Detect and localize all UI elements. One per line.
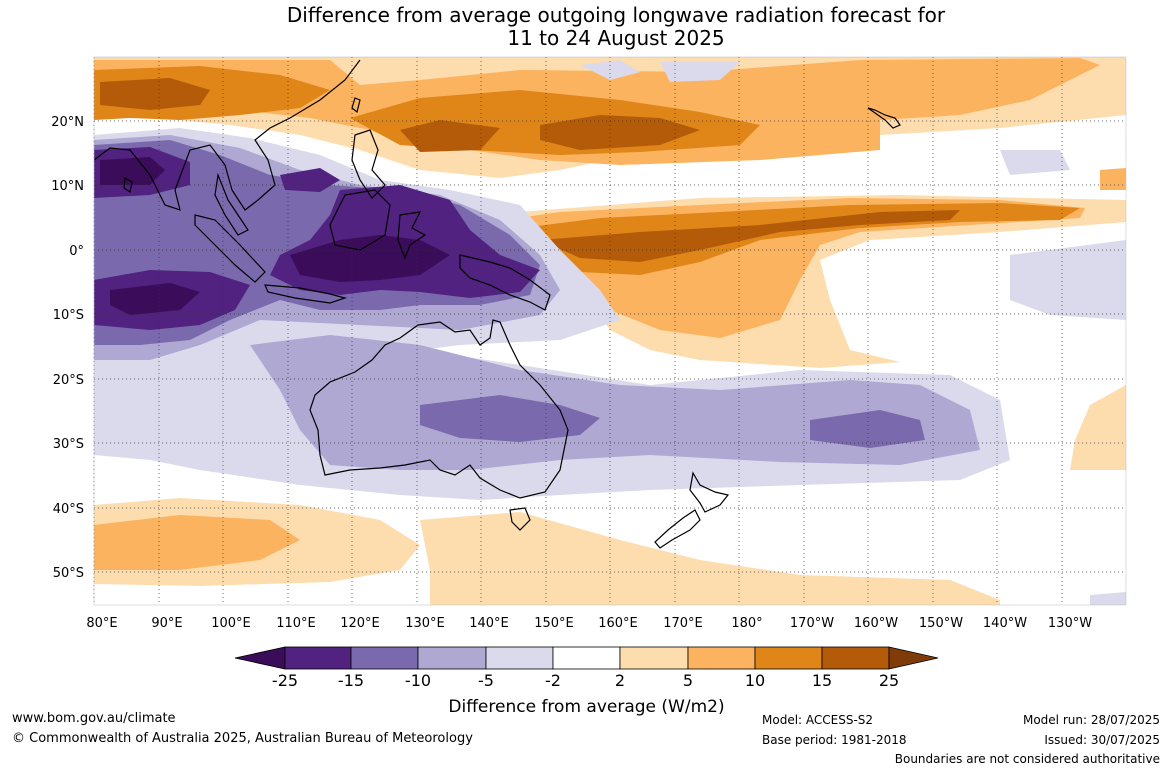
anomaly-region <box>94 515 300 570</box>
longitude-label: 160°E <box>598 616 638 631</box>
longitude-label: 130°E <box>405 616 445 631</box>
longitude-label: 150°E <box>534 616 574 631</box>
anomaly-region <box>1000 150 1070 175</box>
latitude-label: 30°S <box>53 437 84 452</box>
java-coastline <box>264 284 348 304</box>
taiwan-coastline <box>351 97 361 114</box>
colorbar-tick-label: 25 <box>878 671 900 690</box>
anomaly-region <box>660 62 740 82</box>
longitude-label: 170°E <box>663 616 703 631</box>
anomaly-region <box>400 120 500 152</box>
colorbar-extend-low <box>234 646 286 670</box>
sulawesi-coastline <box>397 211 427 260</box>
anomaly-region <box>250 335 980 470</box>
latitude-label: 20°S <box>53 373 84 388</box>
colorbar-tick-label: -15 <box>337 671 365 690</box>
longitude-label: 80°E <box>86 616 117 631</box>
australia-coastline <box>309 319 569 499</box>
colorbar-tick-label: 15 <box>811 671 833 690</box>
new-zealand-north-coastline <box>689 471 730 513</box>
colorbar-tick-label: -2 <box>545 671 561 690</box>
latitude-label: 0° <box>69 244 84 259</box>
latitude-label: 40°S <box>53 502 84 517</box>
colorbar-segment <box>284 646 352 670</box>
title-line-1: Difference from average outgoing longwav… <box>286 3 946 27</box>
anomaly-region <box>100 157 165 185</box>
colorbar-tick-label: 2 <box>614 671 626 690</box>
longitude-labels: 80°E 90°E 100°E 110°E 120°E 130°E 140°E 150°E 16… <box>86 616 1092 631</box>
new-zealand-south-coastline <box>654 509 701 549</box>
colorbar-extend-high <box>888 646 939 670</box>
issued-date: Issued: 30/07/2025 <box>1044 733 1160 747</box>
latitude-label: 10°N <box>51 179 84 194</box>
colorbar-tick-label: -5 <box>478 671 494 690</box>
malay-peninsula-coastline <box>214 172 249 236</box>
colorbar-title: Difference from average (W/m2) <box>448 697 725 717</box>
copyright-text: © Commonwealth of Australia 2025, Austra… <box>12 731 473 746</box>
chart-title: Difference from average outgoing longwav… <box>0 4 1173 50</box>
olr-anomaly-map: 20°N 10°N 0° 10°S 20°S 30°S 40°S 50°S 80°E 90°E 1… <box>51 56 1127 670</box>
longitude-label: 170°W <box>790 616 834 631</box>
colorbar-segment <box>619 646 689 670</box>
sumatra-coastline <box>194 214 266 283</box>
anomaly-region <box>290 235 450 282</box>
longitude-label: 100°E <box>211 616 251 631</box>
source-url: www.bom.gov.au/climate <box>12 711 176 726</box>
anomaly-region <box>1090 592 1126 605</box>
latitude-label: 10°S <box>53 308 84 323</box>
colorbar-segment <box>485 646 554 670</box>
colorbar-segment <box>687 646 756 670</box>
longitude-label: 90°E <box>151 616 182 631</box>
colorbar-tick-label: -10 <box>404 671 432 690</box>
colorbar-segment <box>417 646 487 670</box>
longitude-label: 180° <box>731 616 762 631</box>
colorbar <box>234 646 939 670</box>
colorbar-tick-label: -25 <box>271 671 299 690</box>
latitude-label: 50°S <box>53 566 84 581</box>
longitude-label: 130°W <box>1048 616 1092 631</box>
base-period: Base period: 1981-2018 <box>762 733 907 747</box>
title-line-2: 11 to 24 August 2025 <box>507 26 725 50</box>
graticule <box>93 57 1126 605</box>
latitude-labels: 20°N 10°N 0° 10°S 20°S 30°S 40°S 50°S <box>51 115 84 581</box>
anomaly-region <box>1010 240 1126 320</box>
latitude-label: 20°N <box>51 115 84 130</box>
new-guinea-coastline <box>459 254 551 311</box>
anomaly-region <box>540 115 700 150</box>
boundaries-disclaimer: Boundaries are not considered authoritat… <box>894 752 1160 766</box>
anomaly-region <box>420 395 600 442</box>
longitude-label: 110°E <box>276 616 316 631</box>
colorbar-tick-label: 5 <box>682 671 694 690</box>
model-run-date: Model run: 28/07/2025 <box>1022 713 1160 727</box>
longitude-label: 120°E <box>340 616 380 631</box>
colorbar-segment <box>821 646 890 670</box>
anomaly-shading <box>94 57 1126 605</box>
philippines-coastline <box>351 129 386 199</box>
anomaly-region <box>540 210 960 262</box>
anomaly-region <box>1100 168 1126 190</box>
longitude-label: 140°W <box>983 616 1027 631</box>
colorbar-segment <box>350 646 419 670</box>
colorbar-segment <box>552 646 621 670</box>
longitude-label: 160°W <box>854 616 898 631</box>
sri-lanka-coastline <box>123 177 133 193</box>
anomaly-region <box>810 410 925 448</box>
colorbar-segment <box>754 646 823 670</box>
anomaly-region <box>110 283 200 315</box>
anomaly-region <box>420 512 1000 605</box>
longitude-label: 150°W <box>919 616 963 631</box>
model-name: Model: ACCESS-S2 <box>762 713 874 727</box>
anomaly-region <box>100 78 210 110</box>
anomaly-region <box>280 168 340 192</box>
longitude-label: 140°E <box>469 616 509 631</box>
map-frame <box>93 56 1127 606</box>
anomaly-region <box>1070 385 1126 470</box>
colorbar-tick-label: 10 <box>744 671 766 690</box>
